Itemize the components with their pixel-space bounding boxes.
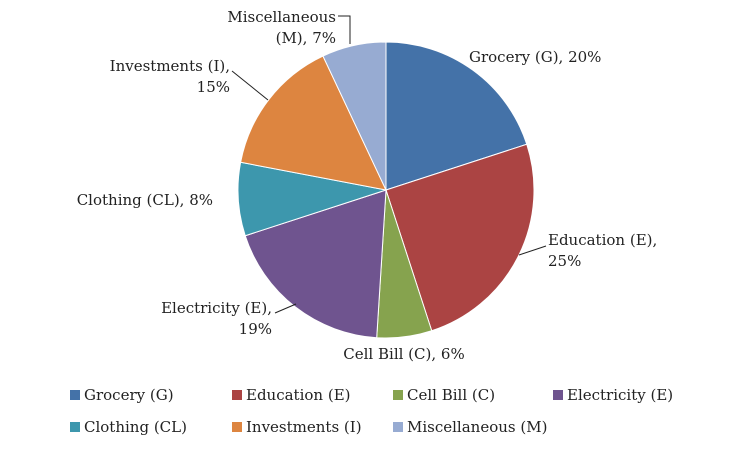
leader-line-investments-i <box>231 70 269 101</box>
legend-swatch <box>70 390 80 400</box>
pie-slice-investments-i <box>240 55 387 191</box>
legend-swatch <box>393 390 403 400</box>
legend-item-investments-i: Investments (I) <box>232 418 362 436</box>
leader-line-miscellaneous-m <box>338 15 351 44</box>
legend-item-cell-bill-c: Cell Bill (C) <box>393 386 495 404</box>
leader-line-education-e <box>518 245 547 256</box>
data-label-investments-i: Investments (I), 15% <box>110 57 230 96</box>
legend-item-miscellaneous-m: Miscellaneous (M) <box>393 418 547 436</box>
legend-item-grocery-g: Grocery (G) <box>70 386 174 404</box>
legend-swatch <box>232 422 242 432</box>
legend-swatch <box>232 390 242 400</box>
data-label-cell-bill-c: Cell Bill (C), 6% <box>343 345 464 363</box>
legend-label: Electricity (E) <box>567 386 673 404</box>
pie-slice-education-e <box>385 143 535 332</box>
legend-label: Education (E) <box>246 386 351 404</box>
legend-item-electricity-e: Electricity (E) <box>553 386 673 404</box>
data-label-grocery-g: Grocery (G), 20% <box>469 48 601 66</box>
leader-line-electricity-e <box>274 303 297 314</box>
data-label-clothing-cl: Clothing (CL), 8% <box>77 191 213 209</box>
pie-slice-electricity-e <box>244 189 387 339</box>
pie-slice-miscellaneous-m <box>322 41 387 191</box>
legend-label: Investments (I) <box>246 418 362 436</box>
legend-swatch <box>553 390 563 400</box>
legend-item-clothing-cl: Clothing (CL) <box>70 418 187 436</box>
legend-label: Clothing (CL) <box>84 418 187 436</box>
legend-label: Cell Bill (C) <box>407 386 495 404</box>
legend-label: Miscellaneous (M) <box>407 418 547 436</box>
data-label-education-e: Education (E), 25% <box>548 231 657 270</box>
data-label-electricity-e: Electricity (E), 19% <box>161 299 272 338</box>
data-label-miscellaneous-m: Miscellaneous (M), 7% <box>227 8 336 47</box>
legend-label: Grocery (G) <box>84 386 174 404</box>
legend-swatch <box>393 422 403 432</box>
legend-swatch <box>70 422 80 432</box>
pie-slice-grocery-g <box>385 41 528 191</box>
legend-item-education-e: Education (E) <box>232 386 351 404</box>
